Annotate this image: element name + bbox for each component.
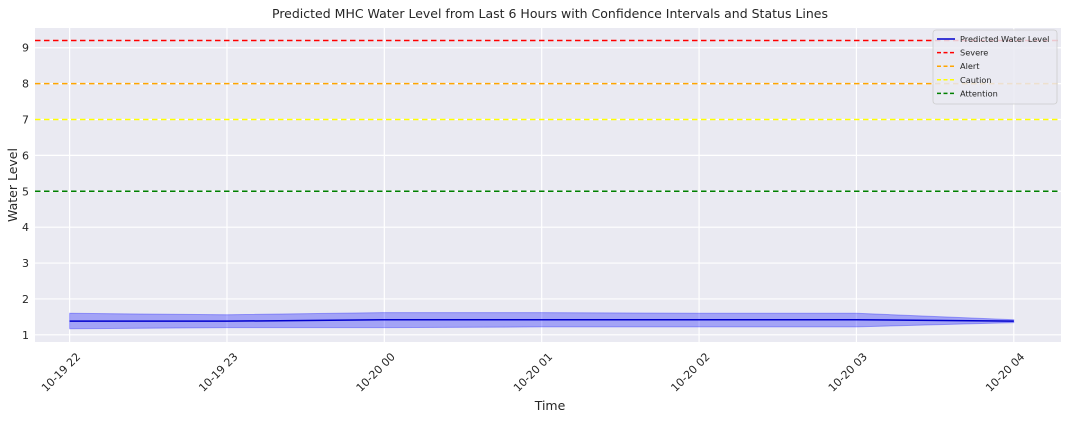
confidence-band [69,312,1015,330]
x-tick-label: 10-20 00 [354,350,398,394]
legend-label: Alert [960,61,980,71]
y-tick-label: 8 [22,78,29,91]
y-tick-label: 5 [22,185,29,198]
series-lines [69,319,1014,322]
legend-box [932,29,1058,105]
y-tick-label: 7 [22,114,29,127]
x-tick-label: 10-19 23 [196,350,240,394]
series-line [69,319,1014,322]
x-tick-label: 10-20 01 [511,350,555,394]
legend-label: Caution [960,75,992,85]
legend-label: Severe [960,48,988,58]
status-lines [35,39,1061,193]
y-tick-label: 1 [22,329,29,342]
y-tick-label: 9 [22,42,29,55]
x-tick-labels: 10-19 22 10-19 23 10-20 00 10-20 01 10-20 02… [39,350,1027,394]
y-tick-label: 4 [22,221,29,234]
legend-label: Attention [960,88,998,98]
y-tick-label: 6 [22,149,29,162]
legend-label: Predicted Water Level [960,34,1049,44]
y-axis-label: Water Level [5,148,20,222]
plot-area [35,28,1061,342]
y-tick-labels: 1 2 3 4 5 6 7 8 9 [22,42,29,342]
confidence-interval [69,312,1015,330]
x-tick-label: 10-20 03 [826,350,870,394]
x-tick-label: 10-20 04 [983,350,1027,394]
legend: Predicted Water Level Severe Alert Caution A… [932,29,1058,105]
chart-title: Predicted MHC Water Level from Last 6 Ho… [272,6,828,21]
x-tick-label: 10-19 22 [39,350,83,394]
x-axis-label: Time [534,398,566,413]
y-tick-label: 2 [22,293,29,306]
x-tick-label: 10-20 02 [668,350,712,394]
y-tick-label: 3 [22,257,29,270]
